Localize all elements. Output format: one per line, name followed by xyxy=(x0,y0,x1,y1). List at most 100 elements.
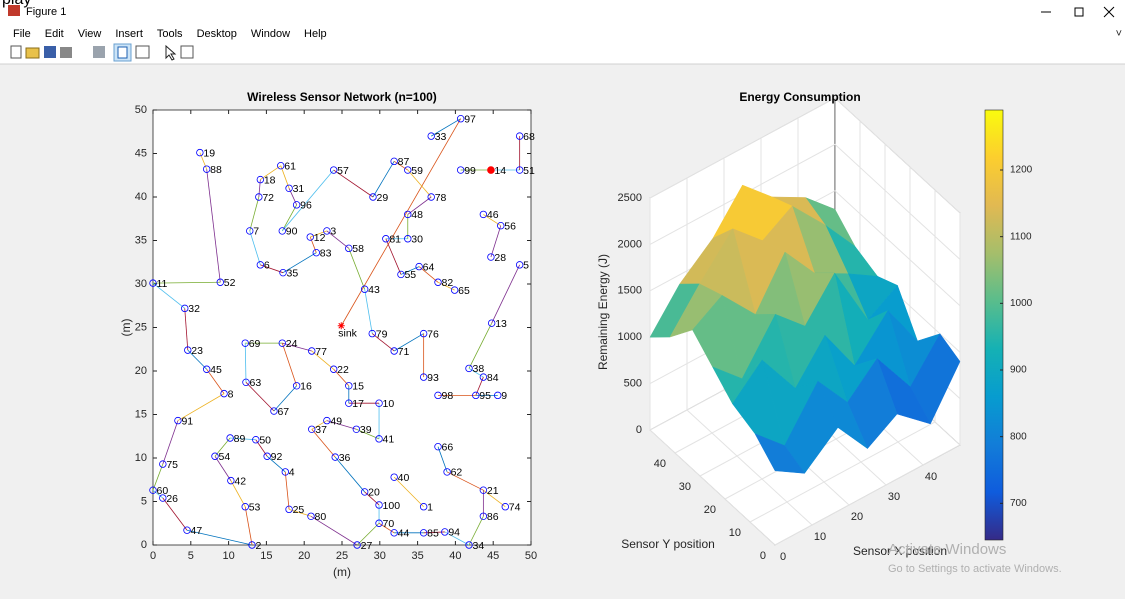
route-link xyxy=(393,333,424,352)
node-label: 77 xyxy=(315,346,327,358)
sensor-node xyxy=(390,347,398,355)
route-link xyxy=(311,429,336,458)
node-label: 4 xyxy=(289,467,295,479)
route-link xyxy=(333,169,374,198)
sensor-node xyxy=(479,210,488,219)
tool-print[interactable] xyxy=(60,47,72,58)
z-axis-label: Remaining Energy (J) xyxy=(596,254,610,370)
menu-item[interactable]: Edit xyxy=(44,28,64,40)
route-link xyxy=(260,165,281,180)
colorbar-tick-label: 1200 xyxy=(1010,165,1033,176)
sensor-node xyxy=(456,166,465,174)
y-tick-label: 5 xyxy=(141,495,147,507)
menu-item[interactable]: File xyxy=(13,28,31,40)
sensor-node xyxy=(306,233,314,241)
tool-save[interactable] xyxy=(44,46,56,58)
sensor-node xyxy=(441,528,449,536)
sensor-node xyxy=(252,436,260,444)
tool-link[interactable] xyxy=(93,46,105,58)
route-link xyxy=(245,382,275,412)
sensor-node xyxy=(281,468,289,476)
node-label: 31 xyxy=(293,183,305,195)
node-label: 7 xyxy=(253,226,259,238)
chart-title: Wireless Sensor Network (n=100) xyxy=(247,90,437,104)
node-label: 11 xyxy=(157,278,168,290)
z-tick-label: 2000 xyxy=(618,238,642,250)
sensor-node xyxy=(241,339,249,347)
y-tick-label: 10 xyxy=(135,452,147,464)
menu-item[interactable]: View xyxy=(77,28,102,40)
tool-pointer[interactable] xyxy=(165,44,177,61)
node-label: 49 xyxy=(330,415,342,427)
tool-property[interactable] xyxy=(180,45,194,59)
node-label: 94 xyxy=(448,527,460,539)
y-tick-label: 30 xyxy=(135,278,147,290)
restore-button[interactable] xyxy=(1074,7,1084,17)
node-label: 72 xyxy=(262,192,274,204)
route-link xyxy=(230,437,256,441)
y-tick-label: 35 xyxy=(135,234,147,246)
menu-item[interactable]: Tools xyxy=(156,28,183,40)
sensor-node xyxy=(279,268,287,277)
sensor-node xyxy=(248,541,256,549)
node-label: 62 xyxy=(451,467,463,479)
sensor-node xyxy=(390,157,398,166)
route-link xyxy=(152,281,221,284)
x-grid-line xyxy=(686,178,813,526)
sensor-node xyxy=(443,468,451,476)
close-button[interactable] xyxy=(1103,6,1115,18)
sensor-node xyxy=(174,416,182,425)
sensor-node xyxy=(184,346,192,354)
sensor-node xyxy=(465,364,473,373)
cluster-head xyxy=(487,166,495,174)
sensor-node xyxy=(368,329,376,338)
sensor-node xyxy=(375,519,383,527)
z-grid-line xyxy=(649,97,961,214)
node-label: 79 xyxy=(376,328,388,340)
menu-item[interactable]: Desktop xyxy=(196,28,237,40)
x-tick-label: 25 xyxy=(336,550,348,562)
menu-item[interactable]: Insert xyxy=(115,28,143,40)
node-label: 98 xyxy=(442,390,454,402)
y-tick-label: 40 xyxy=(654,458,666,470)
surface-face xyxy=(754,433,806,474)
menu-item[interactable]: Help xyxy=(304,28,327,40)
tool-legend[interactable] xyxy=(135,45,150,59)
page-fragment: play xyxy=(2,0,31,9)
sensor-node xyxy=(211,452,219,460)
menu-item[interactable]: Window xyxy=(250,28,291,40)
route-link xyxy=(230,480,246,507)
x-tick-label: 20 xyxy=(298,550,310,562)
node-label: 36 xyxy=(339,452,351,464)
sensor-node xyxy=(285,505,293,514)
route-link xyxy=(407,196,432,215)
tool-new[interactable] xyxy=(10,45,22,59)
sensor-node xyxy=(375,399,383,407)
route-link xyxy=(431,118,461,137)
node-label: 22 xyxy=(337,364,349,376)
node-label: 84 xyxy=(487,372,499,384)
route-link xyxy=(407,169,432,198)
sensor-node xyxy=(472,391,480,400)
z-tick-label: 1000 xyxy=(618,331,642,343)
node-label: 64 xyxy=(423,261,435,273)
x-tick-label: 10 xyxy=(814,531,826,543)
node-label: 65 xyxy=(458,285,470,297)
node-label: 52 xyxy=(224,277,236,289)
route-link xyxy=(206,369,225,394)
route-link xyxy=(266,455,286,473)
route-link xyxy=(186,529,253,546)
sensor-node xyxy=(487,319,496,327)
x-tick-label: 5 xyxy=(188,550,194,562)
sink-marker xyxy=(337,322,345,330)
route-link xyxy=(490,225,502,258)
sensor-node xyxy=(360,488,369,496)
node-label: 71 xyxy=(398,346,410,358)
window-controls xyxy=(1041,6,1115,18)
x-axis-label: Sensor X position xyxy=(853,544,947,558)
route-link xyxy=(282,252,317,274)
tool-open[interactable] xyxy=(25,47,40,59)
y-tick-label: 20 xyxy=(704,504,716,516)
node-label: 6 xyxy=(264,260,270,272)
